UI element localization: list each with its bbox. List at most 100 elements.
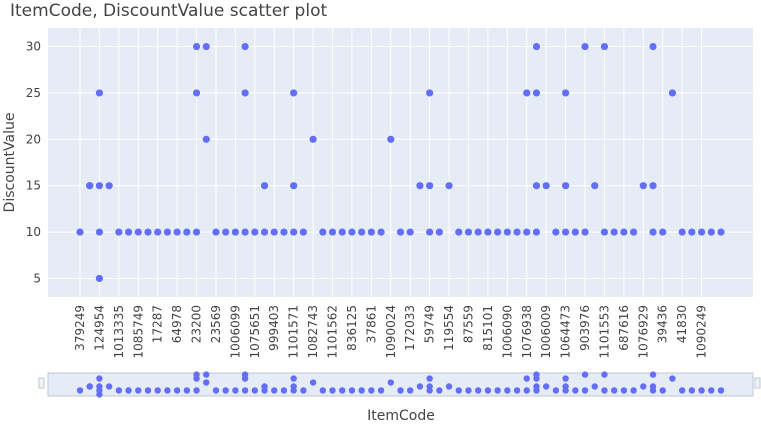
data-point (426, 228, 434, 236)
slider-data-point (494, 387, 501, 394)
x-tick-label: 1076938 (520, 305, 534, 358)
x-tick-label: 1006090 (500, 305, 514, 358)
data-point (532, 42, 541, 51)
slider-data-point (261, 383, 268, 390)
slider-data-point (251, 387, 259, 394)
slider-data-point (698, 387, 705, 394)
data-point (86, 182, 94, 190)
slider-data-point (290, 383, 297, 390)
data-point (222, 228, 230, 236)
data-point (212, 228, 220, 236)
data-point (542, 182, 550, 190)
data-point (192, 89, 201, 97)
data-point (192, 42, 201, 51)
data-point (523, 89, 531, 97)
x-tick-label: 1075651 (248, 305, 262, 358)
x-tick-label: 23200 (190, 305, 204, 343)
data-point (290, 89, 298, 97)
slider-data-point (144, 387, 152, 394)
slider-data-point (212, 387, 220, 394)
data-point (290, 182, 298, 190)
data-point (426, 182, 434, 190)
slider-data-point (348, 387, 356, 394)
slider-data-point (329, 387, 336, 394)
data-point (290, 228, 298, 236)
x-tick-label: 124954 (92, 305, 106, 351)
data-point (649, 228, 657, 236)
slider-data-point (173, 387, 181, 394)
data-point (649, 182, 657, 190)
slider-data-point (659, 387, 666, 394)
data-point (406, 228, 414, 236)
x-tick-label: 999403 (267, 305, 281, 351)
data-point (591, 182, 599, 190)
x-tick-label: 41830 (675, 305, 689, 343)
data-point (338, 228, 346, 236)
data-point (562, 89, 570, 97)
data-point (571, 228, 579, 236)
chart-title: ItemCode, DiscountValue scatter plot (10, 1, 327, 21)
x-tick-label: 64978 (170, 305, 184, 343)
slider-data-point (115, 387, 123, 394)
x-tick-label: 23569 (209, 305, 223, 343)
x-grid (79, 28, 703, 297)
x-tick-label: 1090024 (384, 305, 398, 358)
data-point (659, 228, 667, 236)
slider-data-point (630, 387, 637, 394)
slider-data-point (640, 383, 647, 390)
slider-data-point (280, 387, 288, 394)
data-point (474, 228, 482, 236)
data-point (484, 228, 492, 236)
y-tick-label: 25 (26, 86, 41, 100)
slider-data-point (416, 383, 424, 390)
data-point (445, 182, 453, 190)
data-point (639, 182, 647, 190)
y-axis-title: DiscountValue (2, 113, 18, 213)
slider-data-point (523, 387, 530, 394)
slider-data-point (105, 383, 113, 390)
x-tick-label: 172033 (403, 305, 417, 351)
data-point (532, 228, 541, 236)
data-point (494, 228, 502, 236)
slider-data-point (300, 387, 307, 394)
data-point (95, 182, 104, 190)
slider-data-point (154, 387, 161, 394)
data-point (503, 228, 511, 236)
slider-data-point (581, 387, 589, 394)
x-tick-label: 39436 (656, 305, 670, 343)
x-axis-ticks: 379249 124954 1013335 1085749 17287 64978 2320… (73, 305, 709, 358)
data-point (309, 135, 317, 143)
range-slider-points (76, 371, 725, 398)
data-point (124, 228, 133, 236)
data-point (241, 89, 249, 97)
slider-data-point (572, 387, 579, 394)
x-tick-label: 1064473 (559, 305, 573, 358)
data-point (270, 228, 278, 236)
slider-data-point (562, 383, 569, 390)
slider-data-point (591, 383, 598, 390)
slider-data-point (125, 387, 132, 394)
data-point (163, 228, 172, 236)
x-tick-label: 1082743 (306, 305, 320, 358)
slider-data-point (426, 387, 433, 394)
slider-data-point (203, 379, 210, 386)
x-tick-label: 1085749 (131, 305, 145, 358)
slider-data-point (688, 387, 696, 394)
data-point (532, 182, 541, 190)
plot-area (48, 28, 753, 297)
data-point (115, 228, 123, 236)
data-point (241, 42, 249, 51)
data-point (464, 228, 473, 236)
y-tick-label: 30 (26, 40, 41, 54)
slider-data-point (504, 387, 511, 394)
range-slider-left-handle[interactable] (38, 377, 45, 389)
data-point (260, 228, 269, 236)
x-tick-label: 1076929 (636, 305, 650, 358)
data-point (435, 228, 443, 236)
data-point (95, 228, 104, 236)
x-tick-label: 1101562 (326, 305, 340, 358)
data-point (678, 228, 686, 236)
range-slider-right-handle[interactable] (754, 377, 761, 389)
data-point (416, 182, 424, 190)
